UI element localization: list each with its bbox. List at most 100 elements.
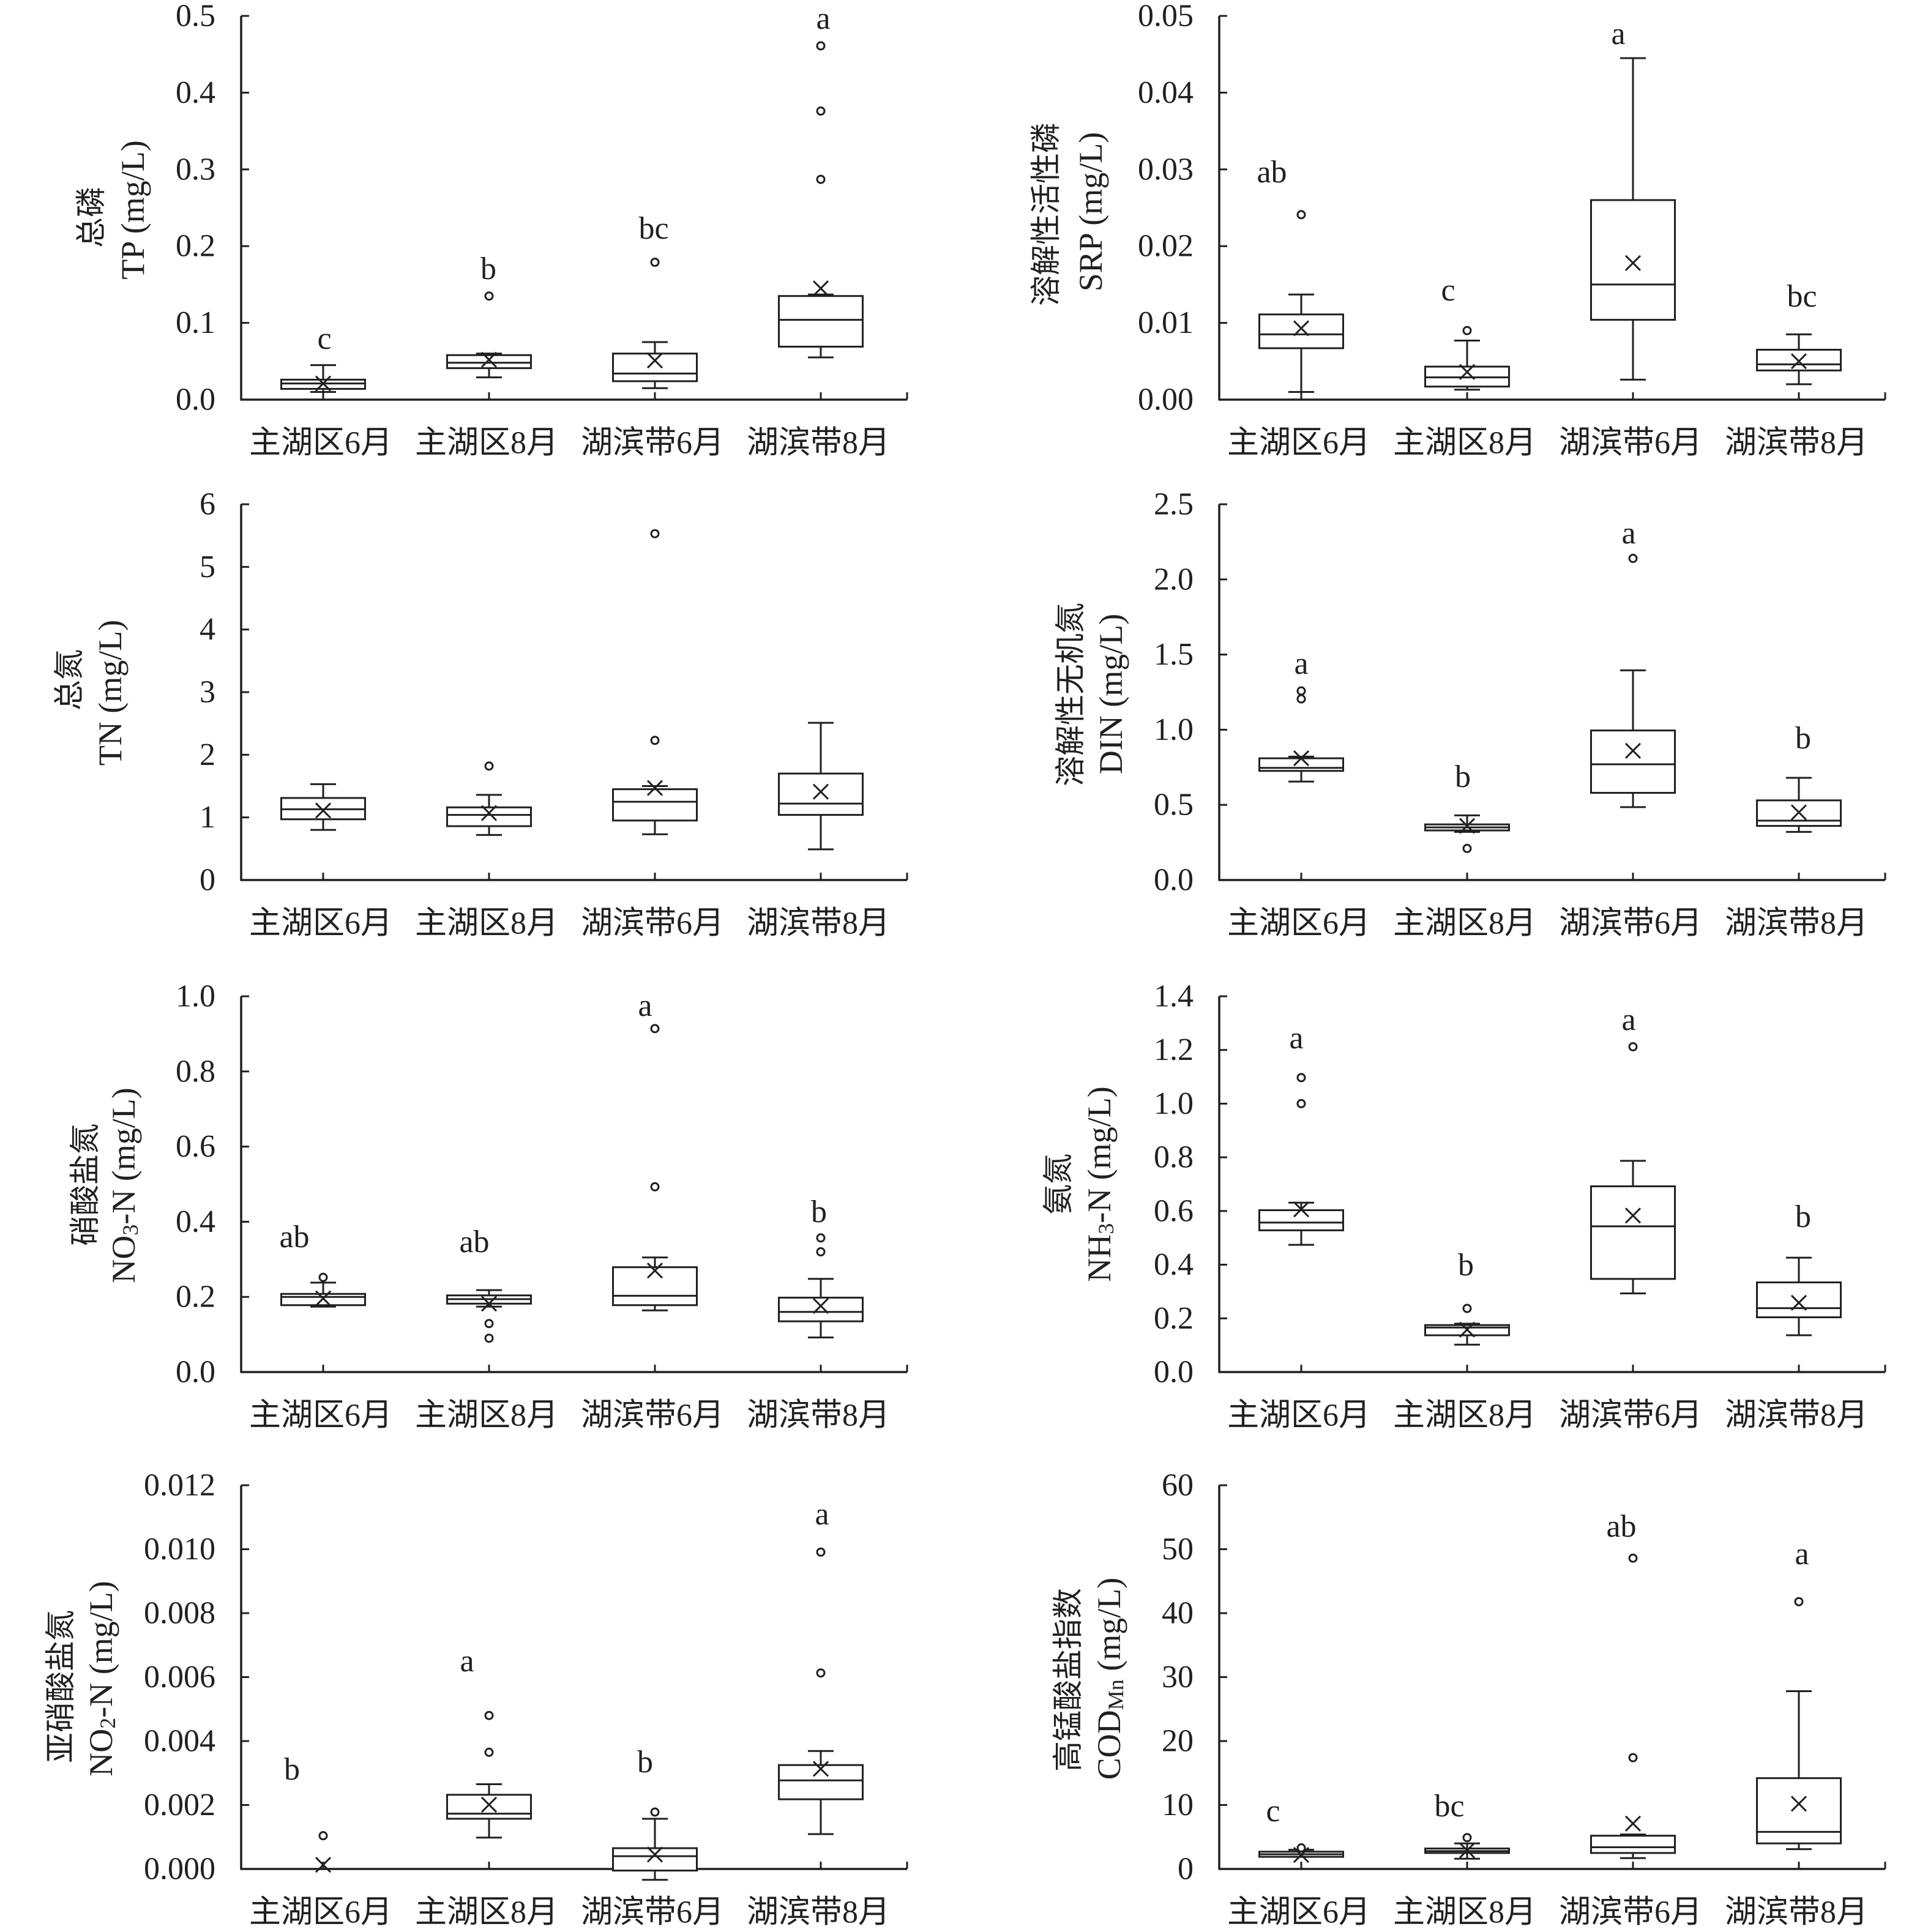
outlier-point <box>1296 1073 1306 1083</box>
box-group: c <box>1258 1794 1344 1863</box>
y-tick-label: 0.6 <box>176 1129 215 1164</box>
y-tick-label: 1.2 <box>1154 1032 1194 1067</box>
significance-letter: a <box>816 1 830 36</box>
x-category-label: 主湖区6月 <box>1227 426 1370 461</box>
x-category-label: 湖滨带6月 <box>581 1895 724 1930</box>
y-axis-title-part: -N (mg/L) <box>105 1087 142 1224</box>
y-tick-label: 0.0 <box>1154 1355 1194 1390</box>
x-category-label: 主湖区8月 <box>415 426 558 461</box>
y-tick-label: 0.8 <box>176 1054 215 1089</box>
box-group: b <box>1756 1199 1842 1337</box>
box-group: ab <box>1590 1509 1676 1859</box>
x-category-label: 湖滨带8月 <box>1725 906 1868 941</box>
box-group: a <box>778 1497 864 1835</box>
mean-marker <box>646 780 663 796</box>
significance-letter: a <box>815 1497 829 1532</box>
x-category-label: 湖滨带8月 <box>747 426 890 461</box>
y-tick-label: 0.0 <box>1154 863 1194 898</box>
y-axis-title-cn: 溶解性活性磷 <box>1029 122 1063 306</box>
box-group: a <box>1590 516 1676 808</box>
outlier-point <box>816 1668 826 1678</box>
outlier-point <box>1462 326 1472 335</box>
significance-letter: a <box>460 1644 474 1679</box>
panel-tn: 0 1 2 3 4 5 6 主湖区6月 主湖区8月 湖滨带6月 湖滨带8月 总氮 TN (mg/L) <box>52 487 908 941</box>
y-tick-label: 0.6 <box>1154 1193 1194 1228</box>
y-axis-title-cn: 高锰酸盐指数 <box>1051 1588 1085 1772</box>
x-category-label: 主湖区6月 <box>249 426 392 461</box>
x-category-label: 湖滨带6月 <box>1559 1398 1702 1433</box>
iqr-box <box>778 1296 864 1322</box>
mean-marker <box>1790 1294 1807 1311</box>
box-group: c <box>280 321 366 393</box>
y-axis-title-cn: 硝酸盐氮 <box>68 1124 102 1246</box>
iqr-box <box>446 806 532 827</box>
y-tick-label: 0.5 <box>1154 788 1194 822</box>
outlier-point <box>318 1272 328 1282</box>
mean-marker <box>646 1846 663 1863</box>
significance-letter: a <box>1611 17 1625 51</box>
y-axis-title-cn: 溶解性无机氮 <box>1053 603 1088 786</box>
iqr-box <box>612 1847 698 1872</box>
y-axis-title-part: NO <box>105 1236 142 1283</box>
outlier-point <box>484 761 494 771</box>
y-axis-title-part: NO <box>83 1729 119 1777</box>
y-axis-title-part: (mg/L) <box>1091 1578 1127 1679</box>
significance-letter: ab <box>1606 1509 1636 1544</box>
panel-no2: 0.000 0.002 0.004 0.006 0.008 0.010 0.012 主湖区6月… <box>43 1468 908 1930</box>
x-category-label: 主湖区6月 <box>1227 906 1370 941</box>
significance-letter: c <box>317 321 331 356</box>
y-tick-label: 0.00 <box>1138 382 1194 417</box>
y-tick-label: 6 <box>200 487 215 522</box>
outlier-point <box>1628 1553 1638 1563</box>
y-axis-title-part: NH <box>1081 1234 1118 1282</box>
box-group: bc <box>1756 279 1842 386</box>
box-group: ab <box>1257 155 1344 393</box>
y-tick-label: 0.03 <box>1138 152 1194 187</box>
outlier-point <box>1462 1833 1472 1843</box>
mean-marker <box>1790 1796 1807 1812</box>
x-category-label: 主湖区6月 <box>1227 1895 1370 1930</box>
outlier-point <box>1628 1042 1638 1051</box>
iqr-box <box>1590 1835 1676 1854</box>
y-axis-title-subscript: 3 <box>1094 1223 1118 1234</box>
iqr-box <box>446 354 532 370</box>
box-group <box>612 529 698 835</box>
y-tick-label: 0.01 <box>1138 305 1194 340</box>
mean-marker <box>1790 353 1807 370</box>
box-group: b <box>446 252 532 379</box>
outlier-point <box>1296 686 1306 696</box>
significance-letter: b <box>284 1752 300 1787</box>
mean-marker <box>1624 1207 1642 1224</box>
outlier-point <box>816 106 826 116</box>
box-group: bc <box>1424 1789 1510 1860</box>
y-axis-title-part: COD <box>1091 1710 1127 1780</box>
iqr-box <box>446 1794 532 1820</box>
mean-marker <box>1293 1201 1310 1218</box>
box-group: ab <box>446 1225 532 1343</box>
outlier-point <box>650 1024 660 1034</box>
outlier-point <box>484 1333 494 1343</box>
y-axis-title-cn: 亚硝酸盐氮 <box>43 1610 78 1763</box>
y-tick-label: 1.0 <box>1154 1086 1194 1121</box>
significance-letter: c <box>1266 1794 1280 1829</box>
mean-marker <box>1459 818 1476 834</box>
iqr-box <box>1258 757 1344 772</box>
y-tick-label: 2 <box>200 737 215 772</box>
y-tick-label: 1.0 <box>1154 712 1194 747</box>
x-category-label: 主湖区8月 <box>415 1895 558 1930</box>
y-tick-label: 0.006 <box>144 1660 215 1695</box>
outlier-point <box>816 1547 826 1557</box>
y-tick-label: 0 <box>1178 1852 1194 1887</box>
y-tick-label: 1 <box>200 800 215 835</box>
outlier-point <box>650 529 660 539</box>
iqr-box <box>612 1266 698 1307</box>
y-tick-label: 0.5 <box>176 0 215 34</box>
y-axis-title-cn: 总氮 <box>52 649 86 711</box>
iqr-box <box>1590 729 1676 794</box>
box-group: a <box>1590 1002 1676 1294</box>
y-tick-label: 30 <box>1162 1660 1194 1695</box>
y-axis-title-subscript: Mn <box>1104 1679 1128 1710</box>
box-group: a <box>1258 646 1344 783</box>
